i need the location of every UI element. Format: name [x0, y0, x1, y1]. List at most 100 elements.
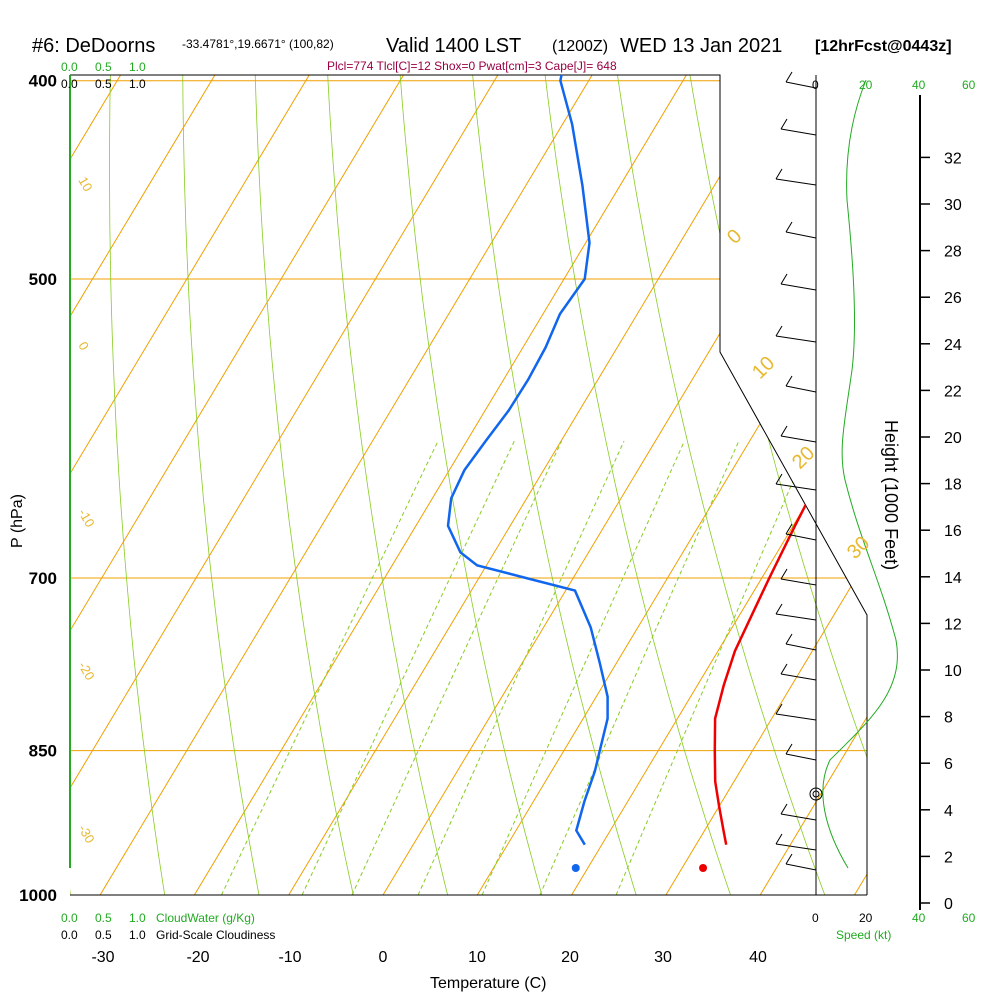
mixing-ratio-line [351, 440, 563, 895]
wind-barb [780, 813, 817, 821]
forecast-date: WED 13 Jan 2021 [620, 35, 782, 57]
height-tick-label: 22 [944, 383, 962, 400]
wind-barb-flag [775, 325, 783, 337]
cloudwater-scale-top-0: 0.0 [61, 60, 78, 74]
isotherm-line [70, 75, 180, 895]
pressure-tick-label: 1000 [19, 886, 57, 905]
parcel-curve [830, 75, 867, 442]
adiabat-label: -10 [75, 506, 97, 530]
wind-barb [780, 673, 817, 681]
zulu-time: (1200Z) [552, 38, 608, 55]
dry-adiabat-line [0, 0, 11, 938]
pressure-tick-label: 700 [29, 569, 57, 588]
wind-barbs [775, 71, 817, 871]
adiabat-label: -20 [75, 659, 97, 683]
pressure-tick-label: 500 [29, 270, 57, 289]
isotherm-line [759, 75, 867, 895]
dry-adiabat-line [889, 0, 1000, 938]
adiabat-label: 10 [75, 174, 95, 194]
wind-barb-flag [780, 568, 788, 580]
surface-temperature-dot [699, 864, 708, 872]
height-tick-label: 6 [944, 756, 953, 773]
station-coords: -33.4781°,19.6671° (100,82) [182, 37, 334, 51]
wind-barb [775, 613, 817, 621]
station-title: #6: DeDoorns [32, 35, 155, 57]
wind-barb-flag [780, 663, 788, 675]
pressure-tick-label: 850 [29, 742, 57, 761]
x-tick-label: 30 [654, 949, 672, 966]
speed-bottom-40: 40 [912, 911, 926, 925]
wind-barb [785, 863, 817, 871]
dry-adiabat-line [320, 75, 459, 895]
wind-barb [775, 335, 817, 343]
cloudiness-scale-bottom-2: 1.0 [129, 928, 146, 942]
isotherm-line [288, 75, 867, 895]
x-axis-label: Temperature (C) [430, 975, 546, 992]
wind-barb-flag [785, 743, 793, 755]
x-tick-label: 40 [749, 949, 767, 966]
isotherm-label: 20 [788, 442, 819, 473]
x-tick-label: -10 [278, 949, 301, 966]
stability-indices: Plcl=774 Tlcl[C]=12 Shox=0 Pwat[cm]=3 Ca… [327, 59, 617, 73]
isotherm-line [70, 75, 557, 895]
dry-adiabat-line [574, 75, 842, 895]
cloudwater-scale-top-1: 0.5 [95, 60, 112, 74]
lcl-marker-inner [812, 790, 820, 798]
wind-barb [785, 753, 817, 761]
isotherm-line [70, 75, 463, 895]
cloudiness-scale-bottom-0: 0.0 [61, 928, 78, 942]
dewpoint-curve [446, 75, 668, 846]
wind-barb [780, 128, 817, 136]
speed-top-60: 60 [962, 78, 976, 92]
wind-barb [785, 231, 817, 239]
wind-barb-flag [780, 425, 788, 437]
forecast-hour: [12hrFcst@0443z] [815, 38, 952, 55]
cloudiness-scale-top-0: 0.0 [61, 77, 78, 91]
cloudwater-label: CloudWater (g/Kg) [156, 911, 255, 925]
wind-barb-flag [775, 473, 783, 485]
isotherm-label: 10 [748, 352, 779, 383]
mixing-ratio-line [481, 440, 685, 895]
isotherm-label: 0 [723, 225, 746, 248]
wind-barb [780, 283, 817, 291]
cloudiness-label: Grid-Scale Cloudiness [156, 928, 275, 942]
isotherm-line [99, 75, 840, 895]
isotherm-line [854, 75, 867, 895]
isotherm-line [571, 75, 867, 895]
height-tick-label: 2 [944, 849, 953, 866]
height-tick-label: 32 [944, 150, 962, 167]
pressure-axis-ticks: 2503004005007008501000 [19, 72, 57, 905]
x-tick-label: 20 [561, 949, 579, 966]
wind-barb [785, 643, 817, 651]
wind-panel [775, 71, 898, 895]
wind-barb-flag [775, 703, 783, 715]
cloudwater-scale-top-2: 1.0 [129, 60, 146, 74]
isotherm-line [476, 75, 867, 895]
isotherm-line [949, 0, 1000, 895]
wind-barb [775, 178, 817, 186]
cloudwater-scale-bottom-2: 1.0 [129, 911, 146, 925]
speed-top-20: 20 [859, 78, 873, 92]
isotherm-line [70, 75, 274, 895]
wind-barb [785, 533, 817, 541]
mixing-ratio-label: 3 [354, 899, 372, 914]
wind-barb [775, 483, 817, 491]
cloudwater-scale-bottom-0: 0.0 [61, 911, 78, 925]
thermo-grid: 1 2 3 5 8 12 20 [0, 0, 1000, 938]
adiabat-label: 0 [75, 339, 92, 353]
lcl-marker [809, 787, 823, 801]
cloudwater-scale-bottom-1: 0.5 [95, 911, 112, 925]
height-axis-label: Height (1000 Feet) [881, 420, 901, 570]
x-tick-label: -20 [186, 949, 209, 966]
cloudiness-scale-bottom-1: 0.5 [95, 928, 112, 942]
speed-top-40: 40 [912, 78, 926, 92]
height-tick-label: 24 [944, 337, 962, 354]
wind-barb-flag [780, 118, 788, 130]
cloudiness-scale-top-2: 1.0 [129, 77, 146, 91]
dry-adiabat-line [952, 0, 1000, 938]
wind-barb-flag [775, 833, 783, 845]
wind-speed-profile [822, 79, 898, 869]
dry-adiabat-line [252, 75, 364, 895]
dry-adiabat-line [449, 75, 651, 895]
